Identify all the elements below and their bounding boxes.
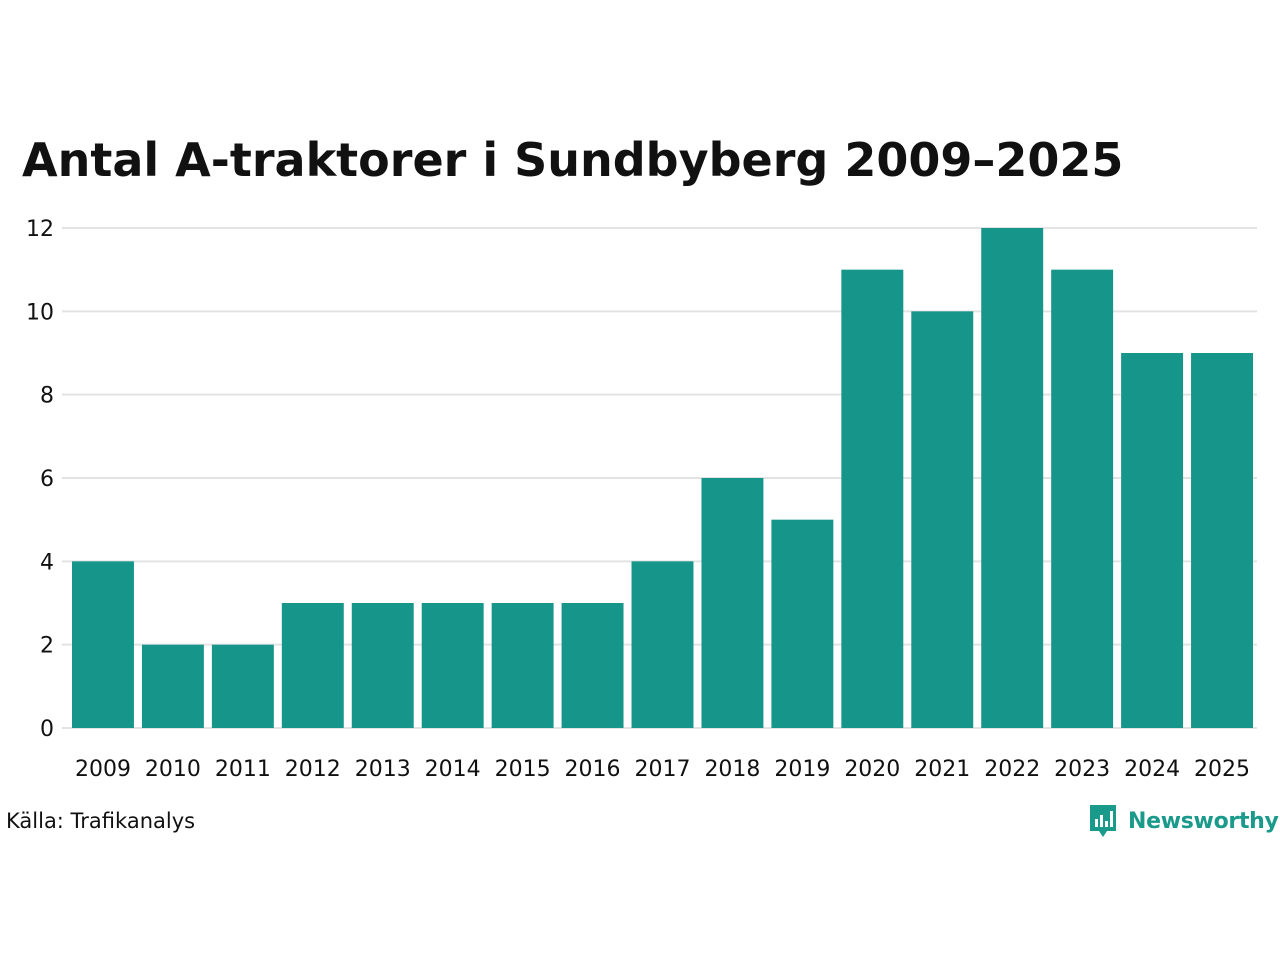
bar-2013: [351, 603, 414, 728]
x-tick-label: 2011: [215, 757, 271, 782]
x-tick-label: 2014: [425, 757, 481, 782]
brand-logo: Newsworthy: [1088, 803, 1279, 839]
x-tick-label: 2025: [1194, 757, 1250, 782]
y-axis-ticks: 0 2 4 6 8 10 12: [26, 217, 54, 742]
x-tick-label: 2015: [495, 757, 551, 782]
bar-2014: [421, 603, 484, 728]
x-tick-label: 2023: [1054, 757, 1110, 782]
x-tick-label: 2021: [914, 757, 970, 782]
chart-title: Antal A-traktorer i Sundbyberg 2009–2025: [22, 133, 1124, 187]
x-tick-label: 2012: [285, 757, 341, 782]
newsworthy-logo-icon: [1090, 805, 1116, 837]
bar-2010: [141, 644, 204, 728]
bar-2015: [491, 603, 554, 728]
y-tick-label: 0: [40, 717, 54, 742]
y-tick-label: 6: [40, 467, 54, 492]
bar-2025: [1191, 353, 1253, 728]
y-tick-label: 10: [26, 300, 54, 325]
x-tick-label: 2018: [704, 757, 760, 782]
bar-2012: [281, 603, 344, 728]
source-note: Källa: Trafikanalys: [6, 809, 196, 833]
y-tick-label: 2: [40, 634, 54, 659]
x-tick-label: 2016: [565, 757, 621, 782]
x-tick-label: 2010: [145, 757, 201, 782]
bar-2011: [211, 644, 274, 728]
x-tick-label: 2009: [75, 757, 131, 782]
bar-2021: [911, 311, 974, 728]
bar-2009: [72, 561, 134, 728]
y-tick-label: 12: [26, 217, 54, 242]
x-tick-label: 2019: [774, 757, 830, 782]
bar-2016: [561, 603, 624, 728]
brand-name: Newsworthy: [1128, 808, 1279, 834]
bar-2018: [701, 478, 764, 728]
y-tick-label: 8: [40, 384, 54, 409]
bar-2019: [771, 519, 834, 728]
x-tick-label: 2017: [635, 757, 691, 782]
y-tick-label: 4: [40, 550, 54, 575]
bar-2022: [981, 228, 1044, 728]
x-tick-label: 2022: [984, 757, 1040, 782]
x-axis-ticks: 2009 2010 2011 2012 2013 2014 2015 2016 2017 2018…: [75, 757, 1250, 782]
x-tick-label: 2013: [355, 757, 411, 782]
bar-2023: [1051, 269, 1114, 728]
bar-2017: [631, 561, 694, 728]
x-tick-label: 2020: [844, 757, 900, 782]
x-tick-label: 2024: [1124, 757, 1180, 782]
bar-2024: [1121, 353, 1184, 728]
bars: [72, 228, 1253, 728]
bar-2020: [841, 269, 904, 728]
